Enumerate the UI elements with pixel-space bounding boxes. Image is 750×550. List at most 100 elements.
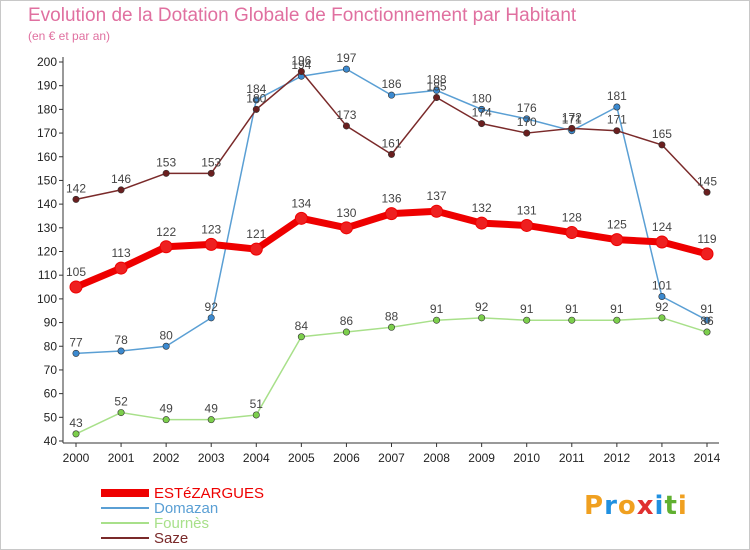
data-label-domazan: 171 <box>562 113 582 127</box>
data-label-domazan: 91 <box>700 302 714 316</box>
data-point-saze <box>433 94 441 102</box>
logo-letter: P <box>584 491 605 521</box>
data-label-est-zargues: 105 <box>66 265 86 279</box>
data-label-saze: 146 <box>111 172 131 186</box>
data-label-est-zargues: 119 <box>697 232 716 246</box>
data-point-fourn-s <box>523 316 531 324</box>
y-tick-label: 50 <box>44 410 58 424</box>
chart-title: Evolution de la Dotation Globale de Fonc… <box>28 5 577 26</box>
data-label-est-zargues: 123 <box>201 222 221 236</box>
data-label-saze: 185 <box>427 80 447 94</box>
data-label-est-zargues: 124 <box>652 220 672 234</box>
data-point-domazan <box>703 316 711 324</box>
data-label-est-zargues: 132 <box>472 201 492 215</box>
y-tick-label: 190 <box>37 79 57 93</box>
data-label-saze: 145 <box>697 174 717 188</box>
data-point-est-zargues <box>610 233 624 247</box>
data-point-domazan <box>658 293 666 301</box>
data-label-saze: 142 <box>66 181 86 195</box>
data-label-saze: 161 <box>381 136 401 150</box>
data-label-domazan: 80 <box>159 328 173 342</box>
data-point-est-zargues <box>69 280 83 294</box>
logo-letter: t <box>664 491 678 521</box>
data-point-domazan <box>342 65 350 73</box>
data-point-fourn-s <box>658 314 666 322</box>
data-point-fourn-s <box>342 328 350 336</box>
x-tick-label: 2005 <box>288 451 315 465</box>
y-tick-label: 110 <box>38 268 57 282</box>
data-label-fourn-s: 49 <box>205 402 219 416</box>
data-point-saze <box>117 186 125 194</box>
y-tick-label: 60 <box>44 387 58 401</box>
y-tick-label: 90 <box>44 316 58 330</box>
x-tick-label: 2009 <box>468 451 495 465</box>
data-label-est-zargues: 125 <box>607 218 627 232</box>
data-point-saze <box>72 195 80 203</box>
logo-letter: r <box>604 491 618 521</box>
data-label-domazan: 176 <box>517 101 537 115</box>
data-point-domazan <box>207 314 215 322</box>
data-point-domazan <box>433 86 441 94</box>
data-label-est-zargues: 134 <box>291 196 311 210</box>
data-point-saze <box>613 127 621 135</box>
data-point-fourn-s <box>162 416 170 424</box>
data-label-domazan: 78 <box>114 333 128 347</box>
data-point-est-zargues <box>294 211 308 225</box>
y-tick-label: 130 <box>37 221 57 235</box>
data-label-est-zargues: 128 <box>562 211 582 225</box>
data-label-est-zargues: 137 <box>427 189 447 203</box>
y-tick-label: 160 <box>37 150 57 164</box>
data-point-domazan <box>252 96 260 104</box>
data-point-est-zargues <box>159 240 173 254</box>
chart-subtitle: (en € et par an) <box>28 29 111 43</box>
data-label-saze: 170 <box>517 115 537 129</box>
y-tick-label: 70 <box>44 363 58 377</box>
logo-letter: i <box>654 491 665 521</box>
y-tick-label: 100 <box>37 292 57 306</box>
y-tick-label: 120 <box>37 245 57 259</box>
data-point-saze <box>523 129 531 137</box>
data-point-est-zargues <box>204 237 218 251</box>
data-label-est-zargues: 121 <box>246 227 266 241</box>
data-label-saze: 174 <box>472 106 492 120</box>
y-tick-label: 40 <box>44 434 58 448</box>
data-point-domazan <box>72 349 80 357</box>
data-point-domazan <box>387 91 395 99</box>
data-point-saze <box>478 120 486 128</box>
data-point-saze <box>342 122 350 130</box>
y-tick-label: 140 <box>37 197 57 211</box>
data-point-est-zargues <box>114 261 128 275</box>
data-point-domazan <box>162 342 170 350</box>
data-point-est-zargues <box>249 242 263 256</box>
data-point-domazan <box>117 347 125 355</box>
data-point-saze <box>252 105 260 113</box>
data-label-domazan: 194 <box>291 58 311 72</box>
data-point-fourn-s <box>72 430 80 438</box>
data-point-saze <box>387 150 395 158</box>
x-tick-label: 2004 <box>243 451 270 465</box>
legend-label: Saze <box>154 530 188 547</box>
data-label-est-zargues: 130 <box>336 206 356 220</box>
y-tick-label: 170 <box>37 126 57 140</box>
x-tick-label: 2001 <box>108 451 135 465</box>
data-label-fourn-s: 92 <box>655 300 669 314</box>
x-tick-label: 2006 <box>333 451 360 465</box>
x-tick-label: 2002 <box>153 451 180 465</box>
y-tick-label: 80 <box>44 339 58 353</box>
data-label-domazan: 180 <box>472 91 492 105</box>
data-label-domazan: 197 <box>336 51 356 65</box>
data-point-domazan <box>613 103 621 111</box>
data-label-saze: 171 <box>607 113 627 127</box>
data-point-fourn-s <box>703 328 711 336</box>
y-tick-label: 180 <box>37 102 57 116</box>
data-label-domazan: 184 <box>246 82 266 96</box>
data-label-est-zargues: 113 <box>112 246 131 260</box>
data-label-saze: 153 <box>156 155 176 169</box>
logo-letter: x <box>636 491 655 521</box>
data-label-saze: 153 <box>201 155 221 169</box>
data-point-saze <box>207 169 215 177</box>
data-label-fourn-s: 91 <box>610 302 624 316</box>
data-point-est-zargues <box>565 226 579 240</box>
data-point-fourn-s <box>568 316 576 324</box>
data-point-fourn-s <box>478 314 486 322</box>
